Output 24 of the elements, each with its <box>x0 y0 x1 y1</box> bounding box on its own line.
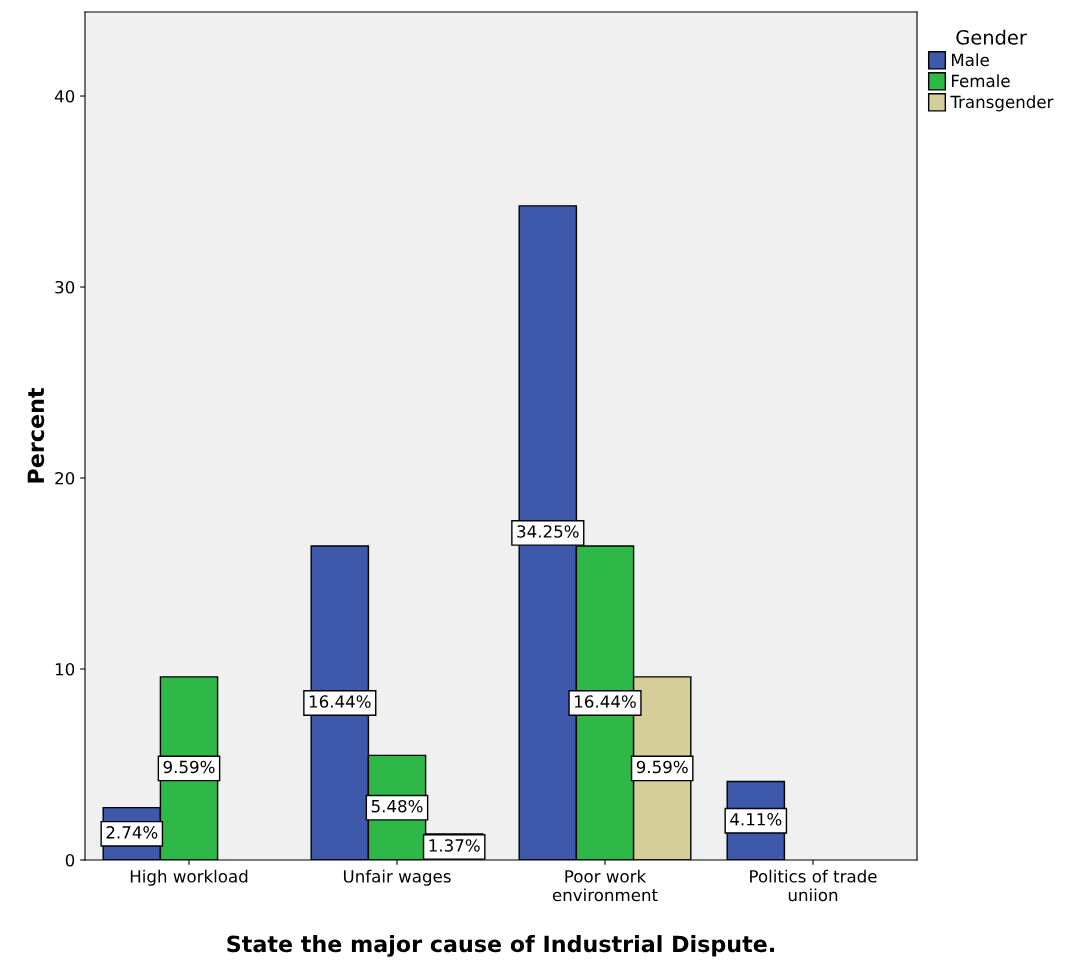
x-tick-label: High workload <box>130 869 248 886</box>
data-label: 2.74% <box>106 826 158 839</box>
y-tick-label: 40 <box>54 90 75 103</box>
y-tick-label: 30 <box>55 280 75 294</box>
data-label: 9.59% <box>163 760 215 774</box>
y-axis-title: Percent <box>27 388 45 483</box>
y-tick-label: 0 <box>65 853 75 867</box>
x-axis-title: State the major cause of Industrial Dispute. <box>227 935 774 957</box>
data-label: 16.44% <box>575 695 636 708</box>
data-label: 4.11% <box>730 812 782 826</box>
legend-label: Transgender <box>950 95 1054 112</box>
y-tick-label: 20 <box>55 471 75 485</box>
data-label: 34.25% <box>517 525 579 538</box>
legend-title: Gender <box>956 29 1027 45</box>
legend-label: Female <box>951 74 1010 88</box>
data-label: 9.59% <box>636 760 688 774</box>
x-tick-label: Poor work environment <box>552 869 658 902</box>
y-tick-label: 10 <box>55 662 75 676</box>
legend-label: Male <box>951 53 989 67</box>
data-label: 5.48% <box>371 799 423 813</box>
x-tick-label: Politics of trade uniion <box>750 869 877 902</box>
data-label: 1.37% <box>429 839 480 852</box>
data-label: 16.44% <box>309 695 371 708</box>
x-tick-label: Unfair wages <box>343 869 451 886</box>
